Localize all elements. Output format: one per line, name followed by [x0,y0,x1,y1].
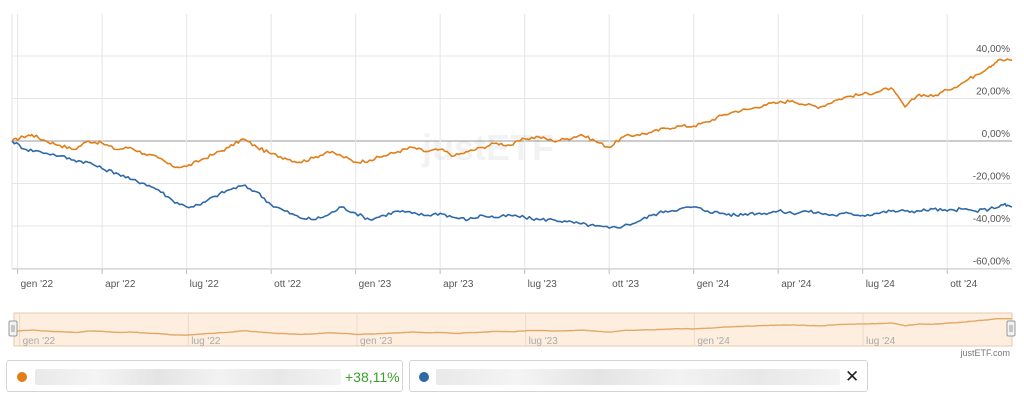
x-tick-label: apr '24 [781,279,812,290]
y-tick-label: 0,00% [982,129,1010,140]
y-tick-label: 20,00% [976,87,1010,98]
navigator-tick-label: gen '23 [360,336,393,347]
series-1-name-redacted [35,369,341,385]
performance-chart: gen '22 apr '22 lug '22 ott '22 gen '23 apr '… [8,14,1016,358]
remove-series-icon[interactable]: ✕ [845,367,860,386]
legend-item-series-2[interactable]: ✕ [409,360,868,392]
navigator[interactable]: gen '22 lug '22 gen '23 lug '23 gen '24 lug '… [8,312,1016,347]
x-tick-label: ott '24 [950,279,977,290]
navigator-tick-label: lug '22 [191,336,221,347]
y-tick-label: -40,00% [973,214,1010,225]
series-line-1 [11,58,1013,169]
x-tick-label: lug '24 [866,279,896,290]
series-line-2 [11,140,1013,229]
x-tick-label: lug '22 [190,279,220,290]
y-tick-label: 40,00% [976,44,1010,55]
navigator-series-line [14,317,1012,336]
series-1-dot [17,372,27,382]
x-axis: gen '22 apr '22 lug '22 ott '22 gen '23 apr '… [12,268,1012,290]
x-tick-label: gen '24 [697,279,730,290]
x-tick-label: gen '22 [21,279,54,290]
navigator-tick-label: lug '24 [866,336,896,347]
watermark: justETF [421,127,554,168]
navigator-selection[interactable] [13,312,1013,347]
navigator-right-handle[interactable] [1006,320,1016,337]
y-axis: 40,00% 20,00% 0,00% -20,00% -40,00% -60,00% [973,44,1010,268]
y-tick-label: -60,00% [973,257,1010,268]
series-2-dot [419,372,429,382]
series-lines [11,58,1013,229]
navigator-tick-label: lug '23 [529,336,559,347]
chart-credit[interactable]: justETF.com [959,348,1010,358]
y-tick-label: -20,00% [973,172,1010,183]
navigator-tick-label: gen '24 [697,336,730,347]
x-tick-label: apr '23 [443,279,474,290]
series-2-name-redacted [436,369,840,385]
x-tick-label: ott '23 [612,279,639,290]
navigator-line [14,317,1012,336]
navigator-left-handle[interactable] [8,320,18,337]
x-tick-label: gen '23 [359,279,392,290]
navigator-tick-label: gen '22 [23,336,56,347]
legend-item-series-1[interactable]: +38,11% [6,360,403,392]
x-tick-label: lug '23 [528,279,558,290]
x-tick-label: apr '22 [105,279,136,290]
navigator-ticks: gen '22 lug '22 gen '23 lug '23 gen '24 lug '… [19,313,896,347]
grid-lines [11,14,1012,269]
x-tick-label: ott '22 [274,279,301,290]
series-1-return: +38,11% [345,369,400,385]
